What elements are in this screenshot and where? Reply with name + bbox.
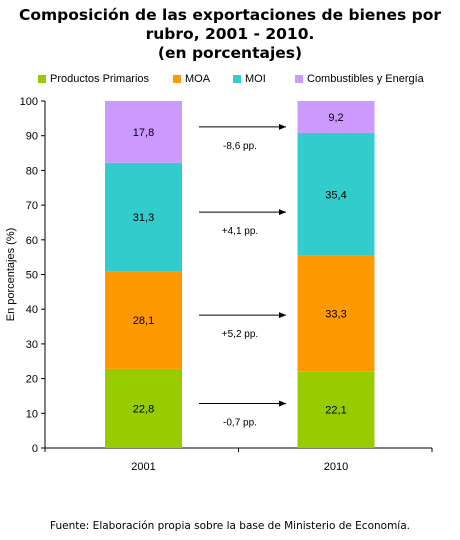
legend-label-moa: MOA [185,73,211,85]
data-label-2001-series-1: 28,1 [133,315,154,327]
chart-legend: Productos Primarios MOA MOI Combustibles… [0,73,460,89]
y-tick-label-10: 10 [26,408,38,420]
legend-label-combustibles: Combustibles y Energía [307,73,424,85]
y-tick-label-100: 100 [20,96,38,108]
bar-2010-series-1 [297,255,375,372]
legend-swatch-combustibles [295,75,303,83]
y-tick-label-50: 50 [26,270,38,282]
bar-2010-series-3 [297,101,375,133]
legend-label-moi: MOI [245,73,266,85]
bar-2001-series-2 [105,162,182,272]
data-label-2001-series-2: 31,3 [133,212,154,224]
bar-2001-series-1 [105,271,182,369]
data-label-2010-series-2: 35,4 [325,189,346,201]
legend-item-moi: MOI [233,73,266,85]
y-tick-label-70: 70 [26,200,38,212]
y-axis-label: En porcentajes (%) [5,228,17,322]
chart-title: Composición de las exportaciones de bien… [0,6,460,63]
data-label-2001-series-0: 22,8 [133,403,154,415]
chart-title-line-2: rubro, 2001 - 2010. [145,25,315,43]
legend-label-primarios: Productos Primarios [50,73,150,85]
x-tick-label-2010: 2010 [324,461,348,473]
bar-2010-series-0 [297,371,375,448]
y-tick-label-60: 60 [26,235,38,247]
data-label-2010-series-0: 22,1 [325,405,346,417]
y-tick-label-90: 90 [26,131,38,143]
legend-item-moa: MOA [173,73,210,85]
x-tick-label-2001: 2001 [131,461,155,473]
bar-2001-series-3 [105,101,182,163]
bar-2001-series-0 [105,368,182,448]
legend-item-primarios: Productos Primarios [38,73,149,85]
y-tick-label-40: 40 [26,304,38,316]
legend-item-combustibles: Combustibles y Energía [295,73,424,85]
y-tick-label-80: 80 [26,165,38,177]
data-label-2010-series-1: 33,3 [325,309,346,321]
legend-swatch-primarios [38,75,46,83]
y-tick-label-0: 0 [32,443,38,455]
change-annotation-series-3: -8,6 pp. [223,141,257,152]
y-tick-label-30: 30 [26,339,38,351]
legend-swatch-moi [233,75,241,83]
data-label-2010-series-3: 9,2 [328,112,343,124]
data-label-2001-series-3: 17,8 [133,127,154,139]
change-annotation-series-0: -0,7 pp. [223,417,257,428]
source-note: Fuente: Elaboración propia sobre la base… [50,520,410,532]
change-annotation-series-2: +4,1 pp. [222,226,258,237]
legend-swatch-moa [173,75,181,83]
change-annotation-series-1: +5,2 pp. [222,329,258,340]
y-tick-label-20: 20 [26,374,38,386]
stacked-bar-chart: 0 10 20 30 40 50 60 70 80 90 100 22,8 28,1 31,3 17,8 20… [5,96,433,473]
chart-title-line-3: (en porcentajes) [157,44,303,62]
chart-title-line-1: Composición de las exportaciones de bien… [18,6,441,24]
bar-2010-series-2 [297,132,375,256]
